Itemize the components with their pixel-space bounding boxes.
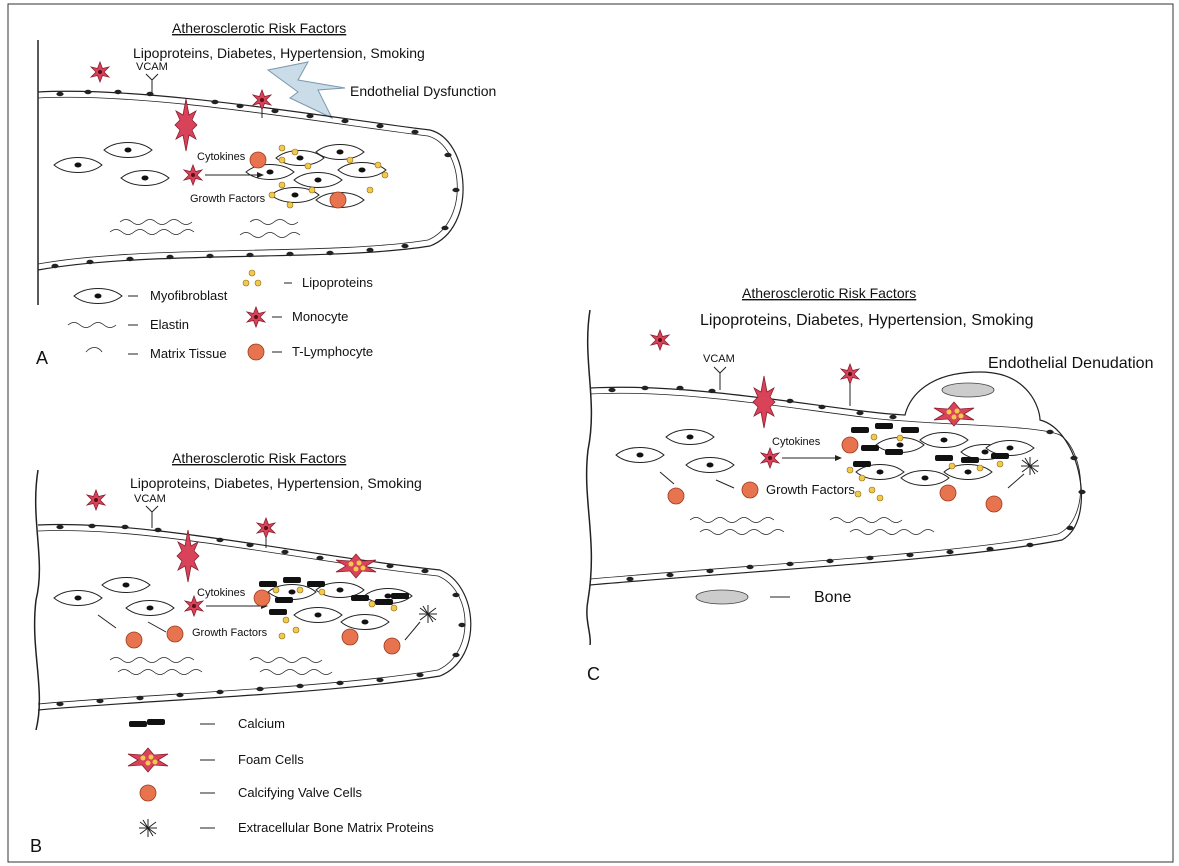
panel-b-monocyte-free xyxy=(86,489,106,511)
panel-a-elastin xyxy=(109,219,301,238)
panel-a-cytokines-label: Cytokines xyxy=(197,151,246,163)
panel-a-letter: A xyxy=(36,348,48,368)
panel-b-arrows xyxy=(97,614,421,641)
panel-a-monocyte-free xyxy=(90,61,110,83)
panel-c-valve-base xyxy=(585,309,593,646)
panel-b-monocyte-intimal xyxy=(184,595,204,617)
panel-b-valve-outline xyxy=(37,523,472,711)
panel-a-vcam-label: VCAM xyxy=(136,61,168,73)
panel-c-inner-line xyxy=(589,392,1082,580)
panel-c-event-label: Endothelial Denudation xyxy=(988,355,1153,372)
panel-c-cytokines-label: Cytokines xyxy=(772,436,821,448)
panel-c-arrow-head xyxy=(835,455,842,461)
panel-c-growth-factors-label: Growth Factors xyxy=(766,482,855,497)
panel-b-elastin xyxy=(109,657,333,675)
panel-b-cytokines-label: Cytokines xyxy=(197,587,246,599)
figure-frame xyxy=(7,3,1174,863)
legend-c: Bone xyxy=(695,589,851,606)
panel-c: Atherosclerotic Risk Factors Lipoprotein… xyxy=(585,285,1153,684)
legend-bone-matrix-proteins: Extracellular Bone Matrix Proteins xyxy=(238,820,434,835)
legend-calcium: Calcium xyxy=(238,716,285,731)
legend-t-lymphocyte: T-Lymphocyte xyxy=(292,344,373,359)
legend-a: Myofibroblast Elastin Matrix Tissue Lipo… xyxy=(67,269,373,361)
legend-foam-cells: Foam Cells xyxy=(238,752,304,767)
panel-c-valve-outline xyxy=(589,371,1082,586)
panel-c-bone-matrix-protein xyxy=(1020,456,1040,476)
legend-lipoproteins: Lipoproteins xyxy=(302,275,373,290)
panel-a-arrow-head xyxy=(257,172,264,178)
panel-a-vcam: VCAM xyxy=(136,61,168,96)
panel-c-monocyte-free xyxy=(650,329,670,351)
panel-c-bone-nodule xyxy=(941,382,995,398)
legend-monocyte: Monocyte xyxy=(292,309,348,324)
panel-a-monocyte-bound xyxy=(252,89,272,118)
panel-a-endothelium xyxy=(51,89,460,269)
legend-myofibroblast: Myofibroblast xyxy=(150,288,228,303)
panel-b-heading: Atherosclerotic Risk Factors xyxy=(172,450,346,466)
panel-a: Atherosclerotic Risk Factors Lipoprotein… xyxy=(36,20,496,368)
panel-c-monocyte-intimal xyxy=(760,447,780,469)
panel-a-valve-outline xyxy=(37,90,464,271)
legend-elastin: Elastin xyxy=(150,317,189,332)
panel-b-growth-factors-label: Growth Factors xyxy=(192,627,268,639)
panel-c-monocyte-bound xyxy=(840,363,860,406)
panel-c-monocyte-transmigrating xyxy=(752,375,776,429)
panel-b-bone-matrix-protein xyxy=(418,604,438,624)
panel-a-monocyte-transmigrating xyxy=(174,98,198,152)
panel-c-risk-factors: Lipoproteins, Diabetes, Hypertension, Sm… xyxy=(700,312,1034,329)
panel-c-letter: C xyxy=(587,664,600,684)
panel-a-risk-factors: Lipoproteins, Diabetes, Hypertension, Sm… xyxy=(133,45,425,61)
panel-a-monocyte-intimal xyxy=(183,164,203,186)
legend-bone: Bone xyxy=(814,589,851,606)
panel-b: Atherosclerotic Risk Factors Lipoprotein… xyxy=(30,450,472,856)
panel-a-inner-line xyxy=(37,96,458,265)
panel-c-heading: Atherosclerotic Risk Factors xyxy=(742,285,916,301)
legend-matrix-tissue: Matrix Tissue xyxy=(150,346,227,361)
panel-b-monocyte-transmigrating xyxy=(176,529,200,583)
lightning-icon xyxy=(266,61,346,120)
panel-b-inner-line xyxy=(37,530,466,705)
panel-b-vcam: VCAM xyxy=(134,493,166,528)
panel-a-heading: Atherosclerotic Risk Factors xyxy=(172,20,346,36)
legend-calcifying-valve-cells: Calcifying Valve Cells xyxy=(238,785,363,800)
panel-c-elastin xyxy=(689,517,935,535)
panel-c-vcam: VCAM xyxy=(703,353,735,390)
panel-b-vcam-label: VCAM xyxy=(134,493,166,505)
panel-c-foam-cell xyxy=(933,401,975,427)
legend-b: Calcium Foam Cells Calcifying Valve Cell… xyxy=(127,716,434,838)
panel-a-growth-factors-label: Growth Factors xyxy=(190,193,266,205)
panel-c-arrows xyxy=(659,471,1025,489)
panel-b-risk-factors: Lipoproteins, Diabetes, Hypertension, Sm… xyxy=(130,475,422,491)
panel-b-monocyte-bound xyxy=(256,517,276,548)
panel-b-valve-base xyxy=(33,469,41,731)
panel-c-vcam-label: VCAM xyxy=(703,353,735,365)
panel-b-letter: B xyxy=(30,836,42,856)
panel-a-event-label: Endothelial Dysfunction xyxy=(350,83,496,99)
